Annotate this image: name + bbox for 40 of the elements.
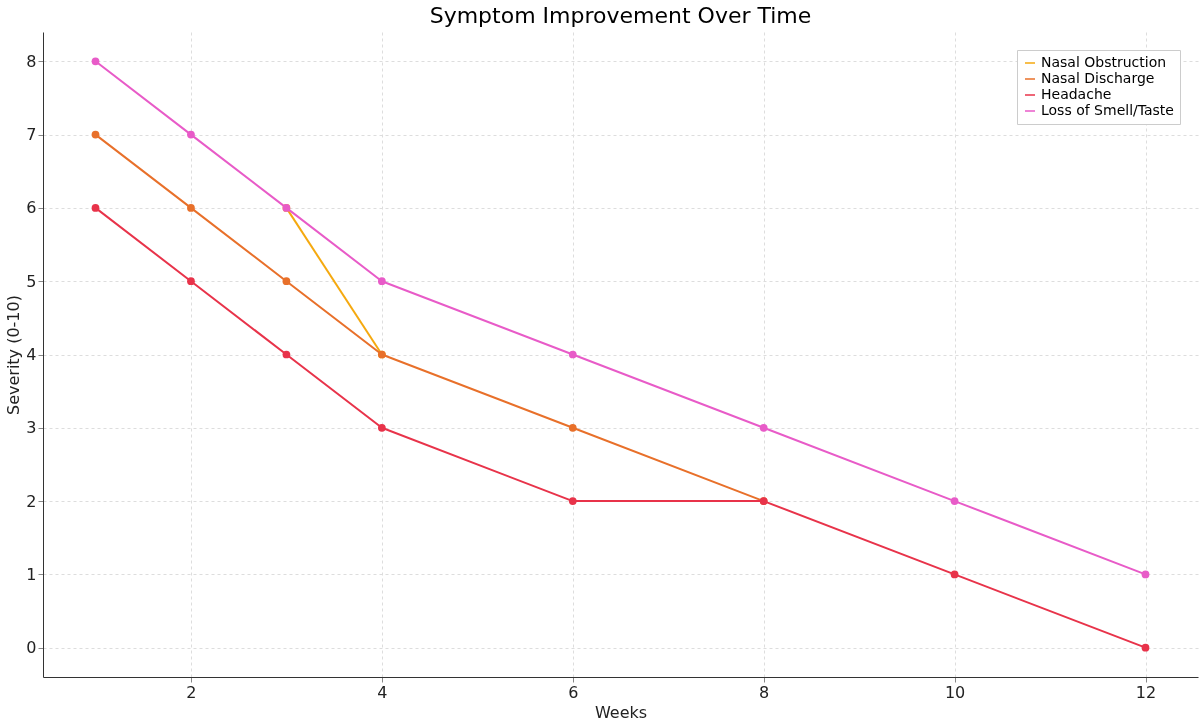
y-tick-label: 1 bbox=[26, 564, 37, 584]
y-tick-label: 7 bbox=[26, 125, 37, 145]
point bbox=[282, 350, 291, 359]
x-tick-label: 4 bbox=[377, 682, 388, 702]
x-axis-title: Weeks bbox=[594, 702, 648, 722]
point bbox=[91, 204, 100, 212]
legend-label: Loss of Smell/Taste bbox=[1041, 102, 1174, 118]
y-tick-label: 8 bbox=[26, 51, 37, 71]
y-tick-label: 4 bbox=[26, 345, 37, 364]
point bbox=[1141, 643, 1150, 652]
y-tick-label: 2 bbox=[26, 491, 37, 511]
point bbox=[568, 350, 577, 359]
point bbox=[187, 277, 195, 286]
x-tick-label: 2 bbox=[186, 682, 197, 702]
point bbox=[759, 423, 768, 432]
legend-label: Nasal Discharge bbox=[1041, 70, 1155, 86]
point bbox=[91, 130, 100, 139]
chart-title: Symptom Improvement Over Time bbox=[429, 3, 812, 28]
point bbox=[1141, 570, 1150, 579]
y-tick-label: 3 bbox=[26, 418, 37, 438]
y-tick-label: 0 bbox=[26, 638, 37, 658]
point bbox=[950, 497, 959, 505]
point bbox=[950, 570, 959, 579]
x-tick-label: 8 bbox=[759, 682, 770, 702]
x-tick-label: 10 bbox=[944, 682, 966, 702]
point bbox=[187, 130, 195, 139]
y-tick-label: 5 bbox=[26, 271, 37, 291]
point bbox=[91, 57, 100, 66]
x-tick-label: 12 bbox=[1135, 682, 1157, 702]
point bbox=[377, 423, 386, 432]
point bbox=[282, 277, 291, 286]
point bbox=[568, 497, 577, 505]
legend-label: Headache bbox=[1041, 86, 1112, 102]
x-tick-label: 6 bbox=[568, 682, 579, 702]
y-axis-title: Severity (0-10) bbox=[4, 295, 24, 415]
point bbox=[187, 204, 195, 212]
y-tick-label: 6 bbox=[26, 198, 37, 218]
legend-label: Nasal Obstruction bbox=[1041, 54, 1167, 70]
point bbox=[377, 277, 386, 286]
point bbox=[568, 423, 577, 432]
